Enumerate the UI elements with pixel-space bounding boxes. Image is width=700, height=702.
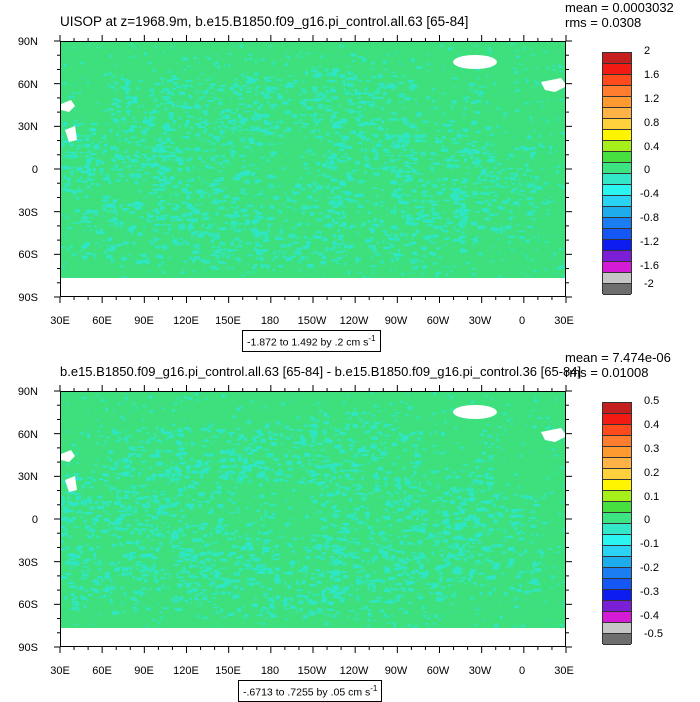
x-tick-label: 90E: [124, 316, 164, 327]
x-tick-label: 30W: [460, 316, 500, 327]
colorbar-segment: [603, 174, 631, 185]
colorbar-segment: [603, 64, 631, 75]
colorbar-label: 1.2: [644, 94, 659, 105]
colorbar-segment: [603, 53, 631, 64]
y-tick-label: 30N: [2, 122, 38, 133]
x-tick-label: 150E: [208, 316, 248, 327]
colorbar-segment: [603, 130, 631, 141]
x-tick-label: 0: [502, 316, 542, 327]
colorbar-segment: [603, 196, 631, 207]
colorbar-segment: [603, 86, 631, 97]
colorbar-label: 0: [644, 165, 650, 176]
colorbar-segment: [603, 251, 631, 262]
colorbar-segment: [603, 284, 631, 295]
colorbar-segment: [603, 141, 631, 152]
y-tick-label: 90N: [2, 37, 38, 48]
colorbar-label: -0.8: [640, 213, 659, 224]
colorbar-segment: [603, 273, 631, 284]
map-axes: [0, 0, 700, 350]
range-text: -1.872 to 1.492 by .2 cm s: [247, 337, 368, 349]
x-tick-label: 30E: [40, 316, 80, 327]
x-tick-label: 120E: [166, 316, 206, 327]
x-tick-label: 90W: [376, 316, 416, 327]
colorbar-segment: [603, 207, 631, 218]
colorbar-label: 1.6: [644, 70, 659, 81]
x-tick-label: 60W: [418, 316, 458, 327]
colorbar-segment: [603, 152, 631, 163]
colorbar-label: -0.4: [640, 189, 659, 200]
colorbar-label: 0.4: [644, 142, 659, 153]
y-tick-label: 30S: [2, 208, 38, 219]
colorbar-segment: [603, 240, 631, 251]
colorbar-label: 2: [644, 46, 650, 57]
colorbar-segment: [603, 108, 631, 119]
x-tick-label: 120W: [334, 316, 374, 327]
colorbar-segment: [603, 185, 631, 196]
colorbar-segment: [603, 163, 631, 174]
contour-range-note: -1.872 to 1.492 by .2 cm s-1: [242, 330, 381, 352]
x-tick-label: 180: [250, 316, 290, 327]
colorbar-label: -2: [644, 279, 654, 290]
colorbar-segment: [603, 119, 631, 130]
y-tick-label: 90S: [2, 293, 38, 304]
colorbar-segment: [603, 75, 631, 86]
colorbar-label: -1.6: [640, 261, 659, 272]
colorbar-label: 0.8: [644, 118, 659, 129]
colorbar-segment: [603, 97, 631, 108]
colorbar-label: -1.2: [640, 237, 659, 248]
x-tick-label: 60E: [82, 316, 122, 327]
colorbar-segment: [603, 218, 631, 229]
colorbar-segment: [603, 262, 631, 273]
y-tick-label: 0: [2, 165, 38, 176]
x-tick-label: 150W: [292, 316, 332, 327]
colorbar: [602, 52, 632, 294]
y-tick-label: 60N: [2, 80, 38, 91]
range-unit-exponent: -1: [368, 334, 375, 343]
colorbar-segment: [603, 229, 631, 240]
map-panel-top: UISOP at z=1968.9m, b.e15.B1850.f09_g16.…: [0, 0, 700, 350]
x-tick-label: 30E: [544, 316, 584, 327]
y-tick-label: 60S: [2, 250, 38, 261]
map-panel-bottom: b.e15.B1850.f09_g16.pi_control.all.63 [6…: [0, 350, 700, 700]
